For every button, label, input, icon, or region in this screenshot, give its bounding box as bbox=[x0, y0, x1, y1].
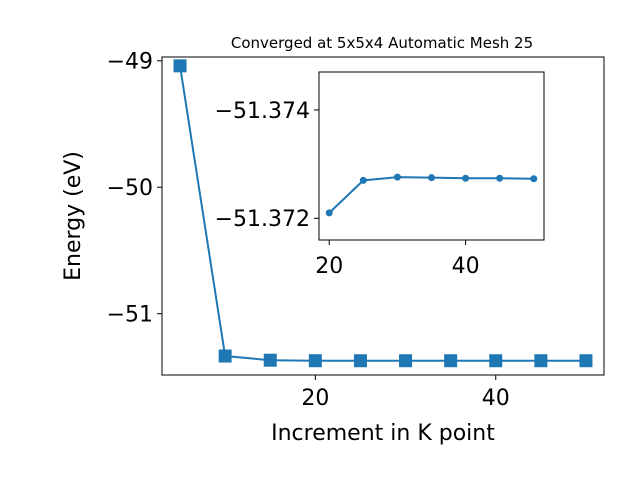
inset-data-point bbox=[393, 173, 401, 181]
main-series-line bbox=[179, 65, 586, 362]
main-y-tick-label: −49 bbox=[107, 50, 153, 75]
inset-plot-background bbox=[318, 71, 545, 241]
chart-title: Converged at 5x5x4 Automatic Mesh 25 bbox=[231, 34, 533, 52]
main-data-point bbox=[173, 59, 187, 73]
inset-y-tick-label: −51.374 bbox=[215, 99, 310, 124]
x-axis-label: Increment in K point bbox=[271, 421, 495, 446]
main-energy-series bbox=[173, 59, 593, 368]
y-axis-label: Energy (eV) bbox=[61, 151, 86, 281]
main-data-point bbox=[218, 349, 232, 363]
inset-y-ticks: −51.374 −51.372 bbox=[215, 99, 319, 232]
inset-y-tick-label: −51.372 bbox=[215, 207, 310, 232]
inset-data-point bbox=[325, 209, 333, 217]
inset-data-point bbox=[428, 174, 435, 182]
inset-plot: 20 40 −51.374−51.372 bbox=[215, 71, 545, 279]
main-plot: Converged at 5x5x4 Automatic Mesh 25 20 4… bbox=[61, 34, 605, 446]
main-x-tick-label: 40 bbox=[482, 386, 510, 411]
inset-x-ticks: 20 40 bbox=[315, 240, 480, 279]
inset-energy-series bbox=[325, 173, 538, 217]
main-data-point bbox=[263, 353, 277, 367]
inset-data-point bbox=[359, 176, 367, 184]
inset-x-tick-label: 20 bbox=[315, 254, 343, 279]
main-x-tick-label: 20 bbox=[301, 386, 329, 411]
main-data-point bbox=[489, 354, 503, 368]
inset-data-point bbox=[496, 174, 504, 182]
main-x-ticks: 20 40 bbox=[301, 375, 510, 411]
main-data-point bbox=[444, 354, 458, 368]
inset-data-point bbox=[462, 174, 470, 182]
inset-x-tick-label: 40 bbox=[452, 254, 480, 279]
main-y-tick-label: −51 bbox=[107, 303, 153, 328]
inset-data-point bbox=[530, 175, 538, 183]
main-data-point bbox=[399, 354, 413, 368]
main-data-point bbox=[308, 354, 322, 368]
main-y-ticks: −51 −50 −49 bbox=[107, 50, 162, 328]
main-data-point bbox=[353, 354, 367, 368]
main-plot-frame bbox=[161, 56, 605, 376]
main-y-tick-label: −50 bbox=[107, 176, 153, 201]
main-data-point bbox=[534, 354, 548, 368]
main-data-point bbox=[579, 354, 593, 368]
